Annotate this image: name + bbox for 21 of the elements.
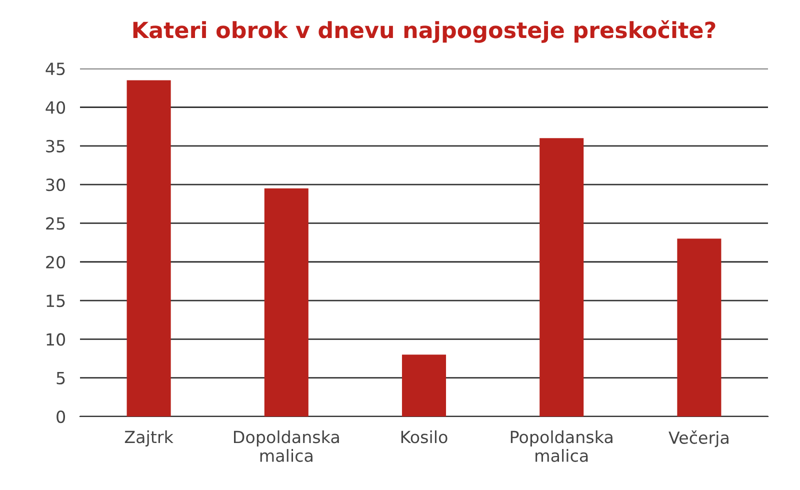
bar <box>402 354 446 416</box>
bar <box>264 188 308 416</box>
y-tick-label: 0 <box>56 410 66 424</box>
bar <box>540 138 584 416</box>
x-tick-label: Večerja <box>668 430 728 448</box>
y-tick-label: 40 <box>46 101 66 114</box>
y-tick-label: 10 <box>46 333 66 346</box>
x-tick-label: Popoldanska malica <box>510 430 612 462</box>
y-tick-label: 30 <box>46 178 66 192</box>
chart-title: Kateri obrok v dnevu najpogosteje preskočite? <box>133 20 716 43</box>
y-tick-label: 20 <box>46 256 66 268</box>
y-tick-label: 35 <box>46 140 65 152</box>
y-tick-label: 25 <box>46 217 65 230</box>
x-tick-label: Zajtrk <box>124 430 174 447</box>
bar <box>677 238 722 416</box>
y-tick-label: 15 <box>46 294 65 308</box>
y-tick-label: 5 <box>56 372 65 384</box>
bar <box>126 80 171 416</box>
x-tick-label: Kosilo <box>401 430 448 444</box>
y-tick-label: 45 <box>46 62 65 76</box>
x-tick-label: Dopoldanska malica <box>234 430 339 462</box>
